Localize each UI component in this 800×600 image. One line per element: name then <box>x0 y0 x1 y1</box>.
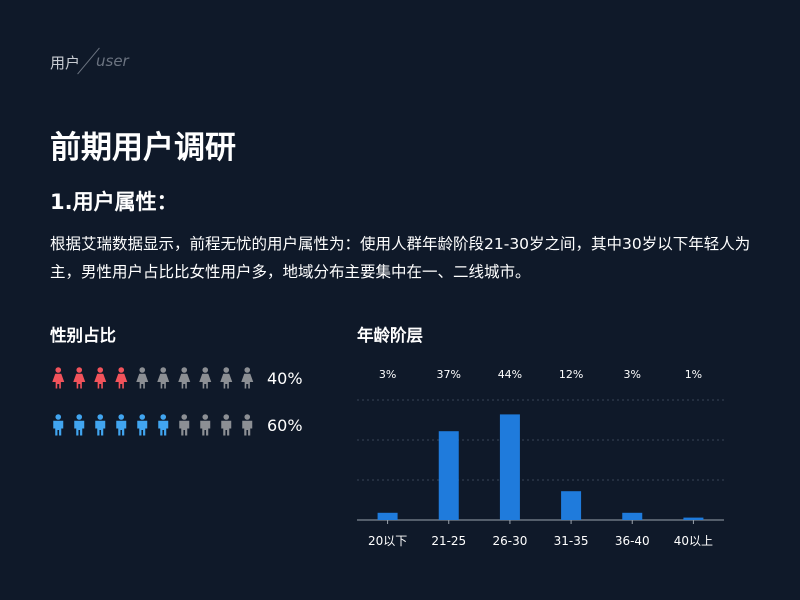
page-title: 前期用户调研 <box>50 130 236 166</box>
age-chart-title: 年龄阶层 <box>357 326 423 345</box>
female-user-icon <box>157 367 170 389</box>
age-bar <box>377 512 398 520</box>
female-user-icon <box>136 367 149 389</box>
age-bar <box>438 431 459 520</box>
value-label: 44% <box>498 368 522 381</box>
value-label: 3% <box>379 368 396 381</box>
female-user-icon <box>220 367 233 389</box>
value-label: 1% <box>685 368 702 381</box>
gender-chart-title: 性别占比 <box>50 326 116 345</box>
male-user-icon <box>200 414 211 436</box>
category-label: 21-25 <box>431 534 466 548</box>
female-user-icon <box>199 367 212 389</box>
category-label: 31-35 <box>554 534 589 548</box>
brand: 用户 user <box>50 47 129 75</box>
female-user-icon <box>241 367 254 389</box>
age-bar <box>622 512 643 520</box>
male-user-icon <box>74 414 85 436</box>
male-icon-row <box>50 414 256 436</box>
male-user-icon <box>95 414 106 436</box>
male-user-icon <box>242 414 253 436</box>
female-icon-row <box>50 367 256 389</box>
section-title: 1.用户属性： <box>50 190 178 214</box>
category-label: 26-30 <box>492 534 527 548</box>
category-label: 20以下 <box>368 534 407 548</box>
male-user-icon <box>179 414 190 436</box>
female-percent: 40% <box>267 369 303 388</box>
value-label: 37% <box>437 368 461 381</box>
male-user-icon <box>116 414 127 436</box>
male-percent: 60% <box>267 416 303 435</box>
female-user-icon <box>178 367 191 389</box>
brand-label: 用户 <box>50 54 81 72</box>
male-user-icon <box>158 414 169 436</box>
category-label: 36-40 <box>615 534 650 548</box>
male-user-icon <box>221 414 232 436</box>
female-user-icon <box>52 367 65 389</box>
female-user-icon <box>94 367 107 389</box>
female-user-icon <box>115 367 128 389</box>
summary-paragraph: 根据艾瑞数据显示，前程无忧的用户属性为：使用人群年龄阶段21-30岁之间，其中3… <box>50 235 751 281</box>
male-user-icon <box>137 414 148 436</box>
female-user-icon <box>73 367 86 389</box>
age-bar <box>683 517 704 520</box>
value-label: 12% <box>559 368 583 381</box>
age-bar <box>499 414 520 520</box>
brand-sub-label: user <box>96 52 129 70</box>
age-bar <box>561 491 582 520</box>
category-label: 40以上 <box>674 534 713 548</box>
male-user-icon <box>53 414 64 436</box>
value-label: 3% <box>624 368 641 381</box>
age-bar-chart: 3% 20以下 37% 21-25 44% 26-30 12% 31-35 3% 36-40 1% 4… <box>357 368 724 548</box>
